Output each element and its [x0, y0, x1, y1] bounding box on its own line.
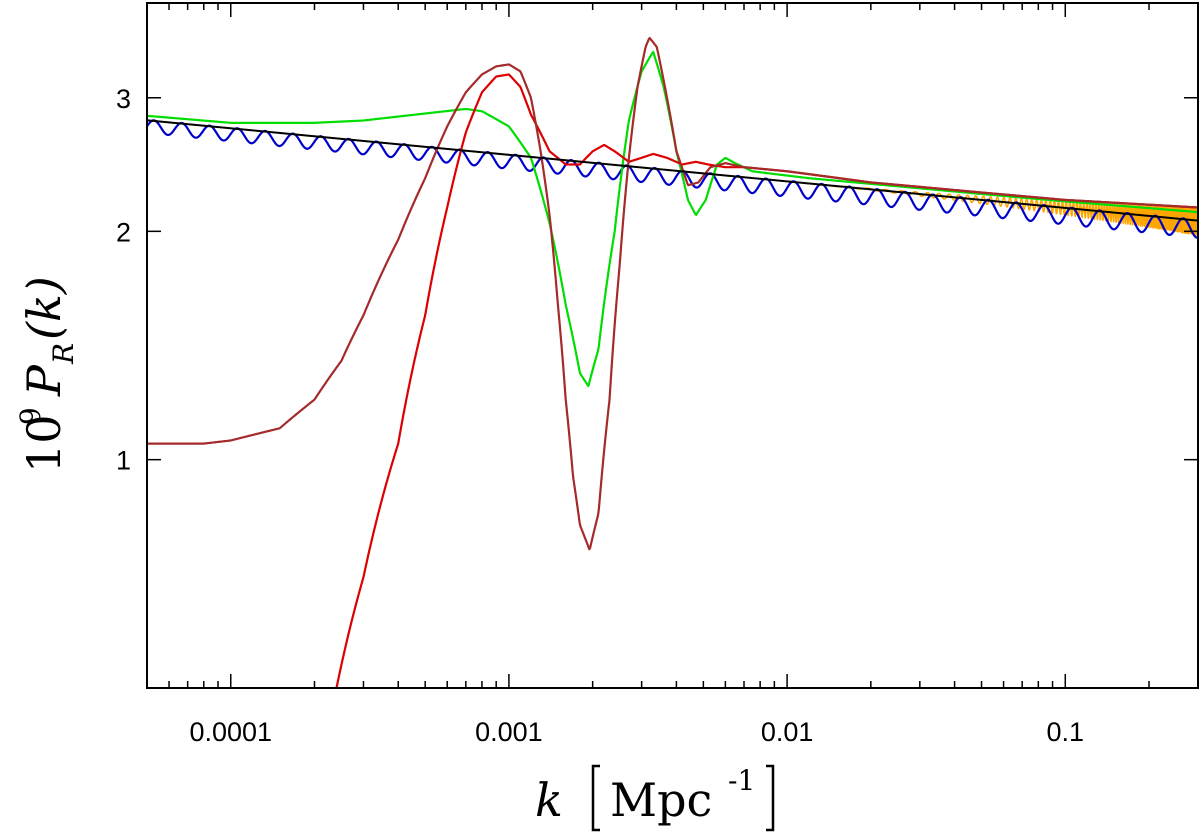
plot-frame — [146, 2, 1199, 689]
x-tick-label: 0.1 — [1047, 717, 1085, 747]
x-tick-label: 0.001 — [475, 717, 543, 747]
series-line-black-powerlaw — [147, 119, 1198, 222]
y-axis-label-prefix: 10 — [17, 414, 71, 473]
axes-layer — [146, 3, 1198, 688]
x-axis-label-unit: Mpc — [610, 773, 712, 827]
y-axis-label-exponent: 9 — [14, 407, 47, 425]
y-tick-label: 1 — [116, 446, 131, 476]
y-axis-label: 10 9 P R (k) — [14, 276, 80, 473]
y-tick-labels: 1 2 3 — [116, 84, 131, 476]
x-axis-label-open-bracket — [591, 764, 600, 832]
y-tick-label: 3 — [116, 84, 131, 114]
x-tick-labels: 0.0001 0.001 0.01 0.1 — [189, 717, 1084, 747]
x-axis-label: k Mpc -1 — [535, 764, 775, 832]
y-tick-label: 2 — [116, 217, 131, 247]
x-axis-label-k: k — [535, 773, 563, 827]
y-axis-label-arg: (k) — [17, 276, 71, 340]
x-axis-label-close-bracket — [766, 764, 775, 832]
x-axis-label-exponent: -1 — [728, 764, 755, 797]
x-tick-label: 0.0001 — [189, 717, 272, 747]
y-axis-label-subscript: R — [47, 343, 80, 365]
series-line-brown-feature — [147, 36, 1198, 551]
series-layer — [147, 36, 1198, 688]
y-axis-label-P: P — [17, 364, 71, 397]
x-tick-label: 0.01 — [761, 717, 814, 747]
